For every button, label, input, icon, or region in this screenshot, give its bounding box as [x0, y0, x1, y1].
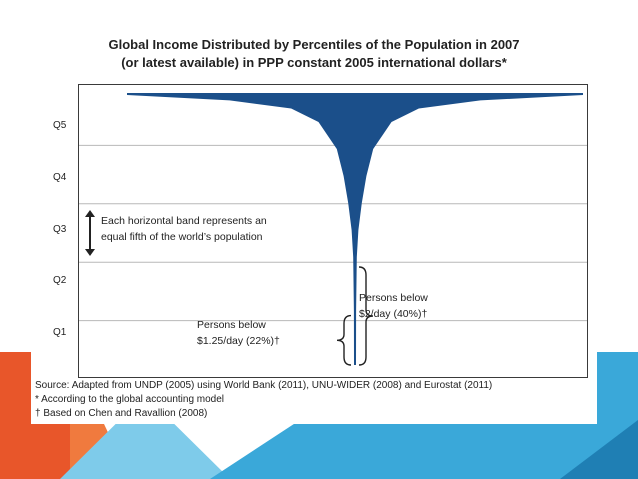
income-distribution-shape — [127, 93, 583, 365]
band-note-line1: Each horizontal band represents an — [101, 215, 267, 227]
plot-svg — [79, 93, 587, 366]
source-line-3: † Based on Chen and Ravallion (2008) — [35, 408, 208, 419]
band-note-line2: equal fifth of the world’s population — [101, 231, 263, 243]
dark-blue-triangle — [560, 420, 638, 479]
band-label-q3: Q3 — [53, 224, 67, 235]
chart-title: Global Income Distributed by Percentiles… — [108, 37, 520, 52]
band-label-q1: Q1 — [53, 327, 67, 338]
band-label-q4: Q4 — [53, 172, 67, 183]
chart-card: Global Income Distributed by Percentiles… — [31, 22, 597, 424]
band-arrow-icon — [85, 210, 95, 256]
band-label-q2: Q2 — [53, 275, 67, 286]
light-blue-triangle — [60, 395, 230, 479]
plot-area — [78, 84, 588, 378]
source-line-2: * According to the global accounting mod… — [35, 394, 225, 405]
band-label-q5: Q5 — [53, 120, 67, 131]
below-125-line1: Persons below — [197, 319, 266, 331]
source-line-1: Source: Adapted from UNDP (2005) using W… — [35, 380, 493, 391]
below-2-line1: Persons below — [359, 292, 428, 304]
bracket-below-125-per-day — [336, 314, 352, 366]
bracket-below-2-per-day — [358, 266, 374, 366]
chart-subtitle: (or latest available) in PPP constant 20… — [121, 55, 507, 70]
blue-block — [210, 352, 638, 479]
below-125-line2: $1.25/day (22%)† — [197, 335, 280, 347]
below-2-line2: $2/day (40%)† — [359, 308, 428, 320]
